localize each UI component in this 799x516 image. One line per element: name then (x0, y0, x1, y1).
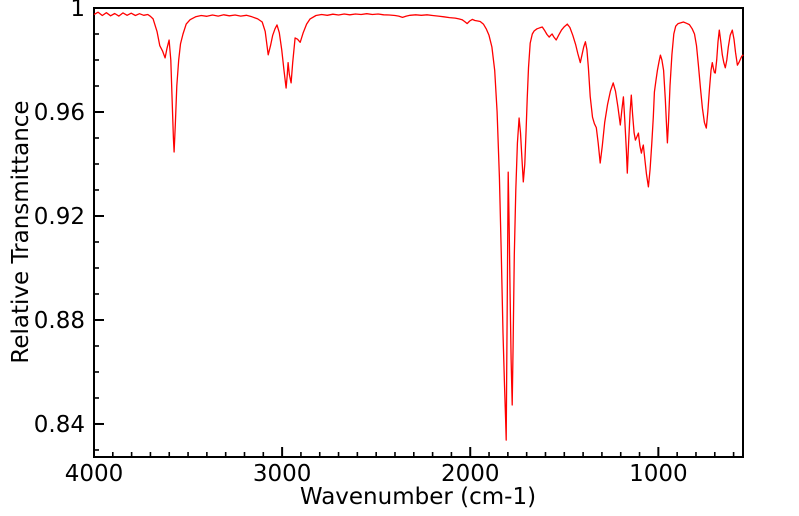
y-tick-label: 1 (70, 0, 85, 22)
x-tick-label: 2000 (440, 461, 500, 487)
x-tick-label: 1000 (629, 461, 688, 487)
y-axis-title: Relative Transmittance (8, 100, 34, 364)
x-axis-title: Wavenumber (cm-1) (299, 484, 537, 510)
plot-frame (93, 7, 744, 458)
y-tick-label: 0.84 (33, 411, 85, 438)
x-tick-label: 4000 (64, 461, 124, 487)
y-tick-label: 0.96 (33, 99, 85, 126)
x-tick-label: 3000 (252, 461, 312, 487)
y-tick-label: 0.92 (33, 203, 85, 230)
y-tick-label: 0.88 (33, 307, 85, 334)
spectrum-line (93, 11, 744, 441)
